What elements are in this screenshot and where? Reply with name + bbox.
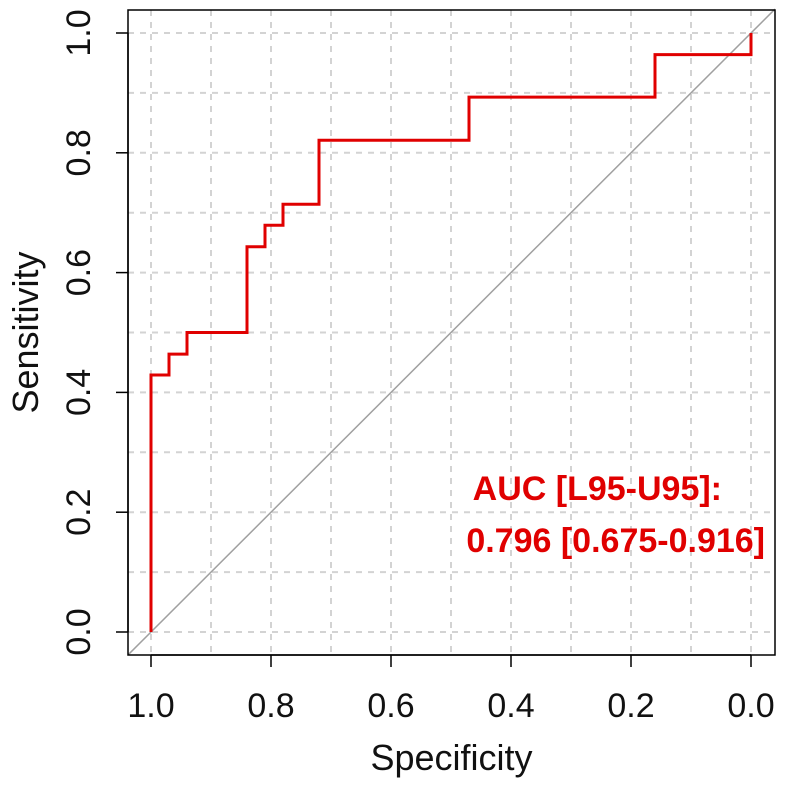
y-axis: 0.0 0.2 0.4 0.6 0.8 1.0 (60, 9, 129, 656)
y-tick-label: 0.6 (60, 249, 98, 296)
auc-annotation-value: 0.796 [0.675-0.916] (466, 522, 765, 560)
y-axis-title: Sensitivity (5, 251, 46, 413)
x-axis-title: Specificity (370, 737, 532, 778)
reference-diagonal-line (127, 8, 776, 656)
y-tick-label: 1.0 (60, 9, 98, 56)
x-tick-label: 0.6 (367, 687, 414, 725)
y-tick-label: 0.2 (60, 489, 98, 536)
x-tick-label: 0.2 (607, 687, 654, 725)
y-tick-label: 0.8 (60, 129, 98, 176)
y-tick-label: 0.0 (60, 608, 98, 655)
roc-curve-line (149, 33, 753, 632)
y-tick-label: 0.4 (60, 369, 98, 416)
x-tick-label: 0.0 (727, 687, 774, 725)
x-axis: 1.0 0.8 0.6 0.4 0.2 0.0 (127, 654, 775, 725)
x-tick-label: 1.0 (127, 687, 174, 725)
auc-annotation-label: AUC [L95-U95]: (473, 470, 722, 508)
x-tick-label: 0.8 (247, 687, 294, 725)
x-tick-label: 0.4 (487, 687, 534, 725)
